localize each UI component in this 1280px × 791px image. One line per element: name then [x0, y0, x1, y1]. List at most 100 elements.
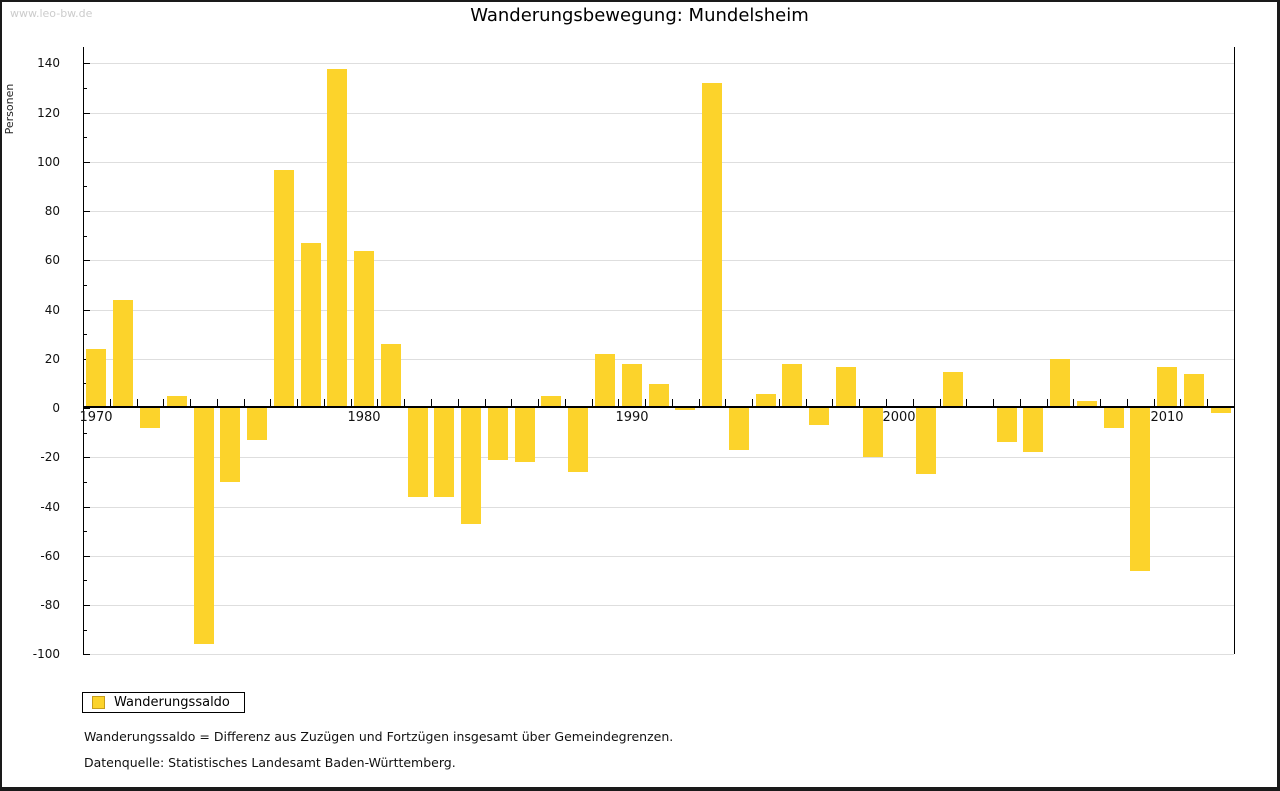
- x-axis-tick: [886, 399, 887, 406]
- bar-1992: [675, 408, 696, 410]
- bar-2008: [1103, 408, 1124, 428]
- bar-1974: [193, 408, 214, 644]
- x-axis-tick: [404, 399, 405, 406]
- x-axis-tick: [485, 399, 486, 406]
- bar-1977: [273, 170, 294, 406]
- y-axis-label: -80: [40, 598, 60, 612]
- gridline-y-80: [83, 605, 1234, 606]
- footnote-definition: Wanderungssaldo = Differenz aus Zuzügen …: [84, 729, 674, 744]
- watermark: www.leo-bw.de: [10, 7, 93, 20]
- bar-1980: [354, 251, 375, 406]
- y-axis-tick: [83, 334, 87, 335]
- y-axis-label: -20: [40, 450, 60, 464]
- bar-1989: [595, 354, 615, 406]
- x-axis-tick: [1180, 399, 1181, 406]
- y-axis-tick: [83, 211, 90, 212]
- y-axis-label: 140: [37, 56, 60, 70]
- bar-2010: [1157, 367, 1178, 406]
- legend-color-swatch: [92, 696, 105, 709]
- y-axis-tick: [83, 605, 90, 606]
- bar-2001: [916, 408, 937, 474]
- y-axis-tick: [83, 236, 87, 237]
- x-axis-tick: [190, 399, 191, 406]
- x-axis-tick: [672, 399, 673, 406]
- y-axis-tick: [83, 260, 90, 261]
- x-axis-tick: [940, 399, 941, 406]
- x-axis-tick: [351, 399, 352, 406]
- y-axis-label: 80: [44, 204, 60, 218]
- x-axis-tick: [993, 399, 994, 406]
- bar-1970: [86, 349, 107, 406]
- y-axis-label: -60: [40, 549, 60, 563]
- bar-2011: [1183, 374, 1204, 406]
- chart-title: Wanderungsbewegung: Mundelsheim: [470, 5, 809, 26]
- bar-1981: [380, 344, 401, 406]
- legend-box: Wanderungssaldo: [82, 692, 245, 713]
- x-axis-tick: [1047, 399, 1048, 406]
- x-axis-tick: [511, 399, 512, 406]
- y-axis-label: 20: [44, 352, 60, 366]
- gridline-y100: [83, 162, 1234, 163]
- x-axis-tick: [297, 399, 298, 406]
- y-axis-tick: [83, 531, 87, 532]
- x-axis-tick: [137, 399, 138, 406]
- x-axis-tick: [431, 399, 432, 406]
- x-axis-tick: [377, 399, 378, 406]
- bar-1988: [568, 408, 589, 472]
- x-axis-tick: [806, 399, 807, 406]
- gridline-y-100: [83, 654, 1234, 655]
- x-axis-label-2010: 2010: [1150, 410, 1184, 425]
- y-axis-tick: [83, 383, 87, 384]
- y-axis-tick: [83, 137, 87, 138]
- y-axis-tick: [83, 63, 90, 64]
- gridline-y-40: [83, 507, 1234, 508]
- bar-1995: [755, 394, 776, 406]
- y-axis-label: 100: [37, 155, 60, 169]
- gridline-y80: [83, 211, 1234, 212]
- bar-1990: [621, 364, 642, 406]
- y-axis-tick: [83, 556, 90, 557]
- bar-1983: [434, 408, 455, 497]
- y-axis-tick: [83, 186, 87, 187]
- bar-2006: [1050, 359, 1070, 406]
- bar-1978: [300, 243, 321, 406]
- x-axis-label-2000: 2000: [882, 410, 916, 425]
- y-axis-tick: [83, 408, 90, 409]
- bar-2005: [1023, 408, 1044, 452]
- y-axis-tick: [83, 162, 90, 163]
- x-axis-tick: [270, 399, 271, 406]
- x-axis-tick: [725, 399, 726, 406]
- footnote-source: Datenquelle: Statistisches Landesamt Bad…: [84, 755, 456, 770]
- y-axis-tick: [83, 654, 90, 655]
- x-axis-label-1970: 1970: [79, 410, 113, 425]
- x-axis-tick: [645, 399, 646, 406]
- bar-1996: [782, 364, 803, 406]
- x-axis-tick: [1073, 399, 1074, 406]
- y-axis-tick: [83, 457, 90, 458]
- y-axis-tick: [83, 113, 90, 114]
- x-axis-tick: [244, 399, 245, 406]
- x-axis-tick: [110, 399, 111, 406]
- y-axis-line: [83, 47, 84, 654]
- x-axis-tick: [832, 399, 833, 406]
- x-axis-tick: [779, 399, 780, 406]
- bar-1971: [113, 300, 134, 406]
- bar-1993: [702, 83, 722, 406]
- x-axis-tick: [618, 399, 619, 406]
- legend-label: Wanderungssaldo: [114, 695, 230, 710]
- bar-2007: [1076, 401, 1097, 406]
- y-axis-tick: [83, 433, 87, 434]
- y-axis-tick: [83, 88, 87, 89]
- bar-1998: [835, 367, 856, 406]
- x-axis-tick: [913, 399, 914, 406]
- y-axis-tick: [83, 482, 87, 483]
- x-axis-tick: [859, 399, 860, 406]
- x-axis-tick: [592, 399, 593, 406]
- x-axis-tick: [163, 399, 164, 406]
- y-axis-tick: [83, 285, 87, 286]
- bar-1985: [487, 408, 508, 460]
- bar-1973: [166, 396, 187, 406]
- bar-2009: [1130, 408, 1151, 571]
